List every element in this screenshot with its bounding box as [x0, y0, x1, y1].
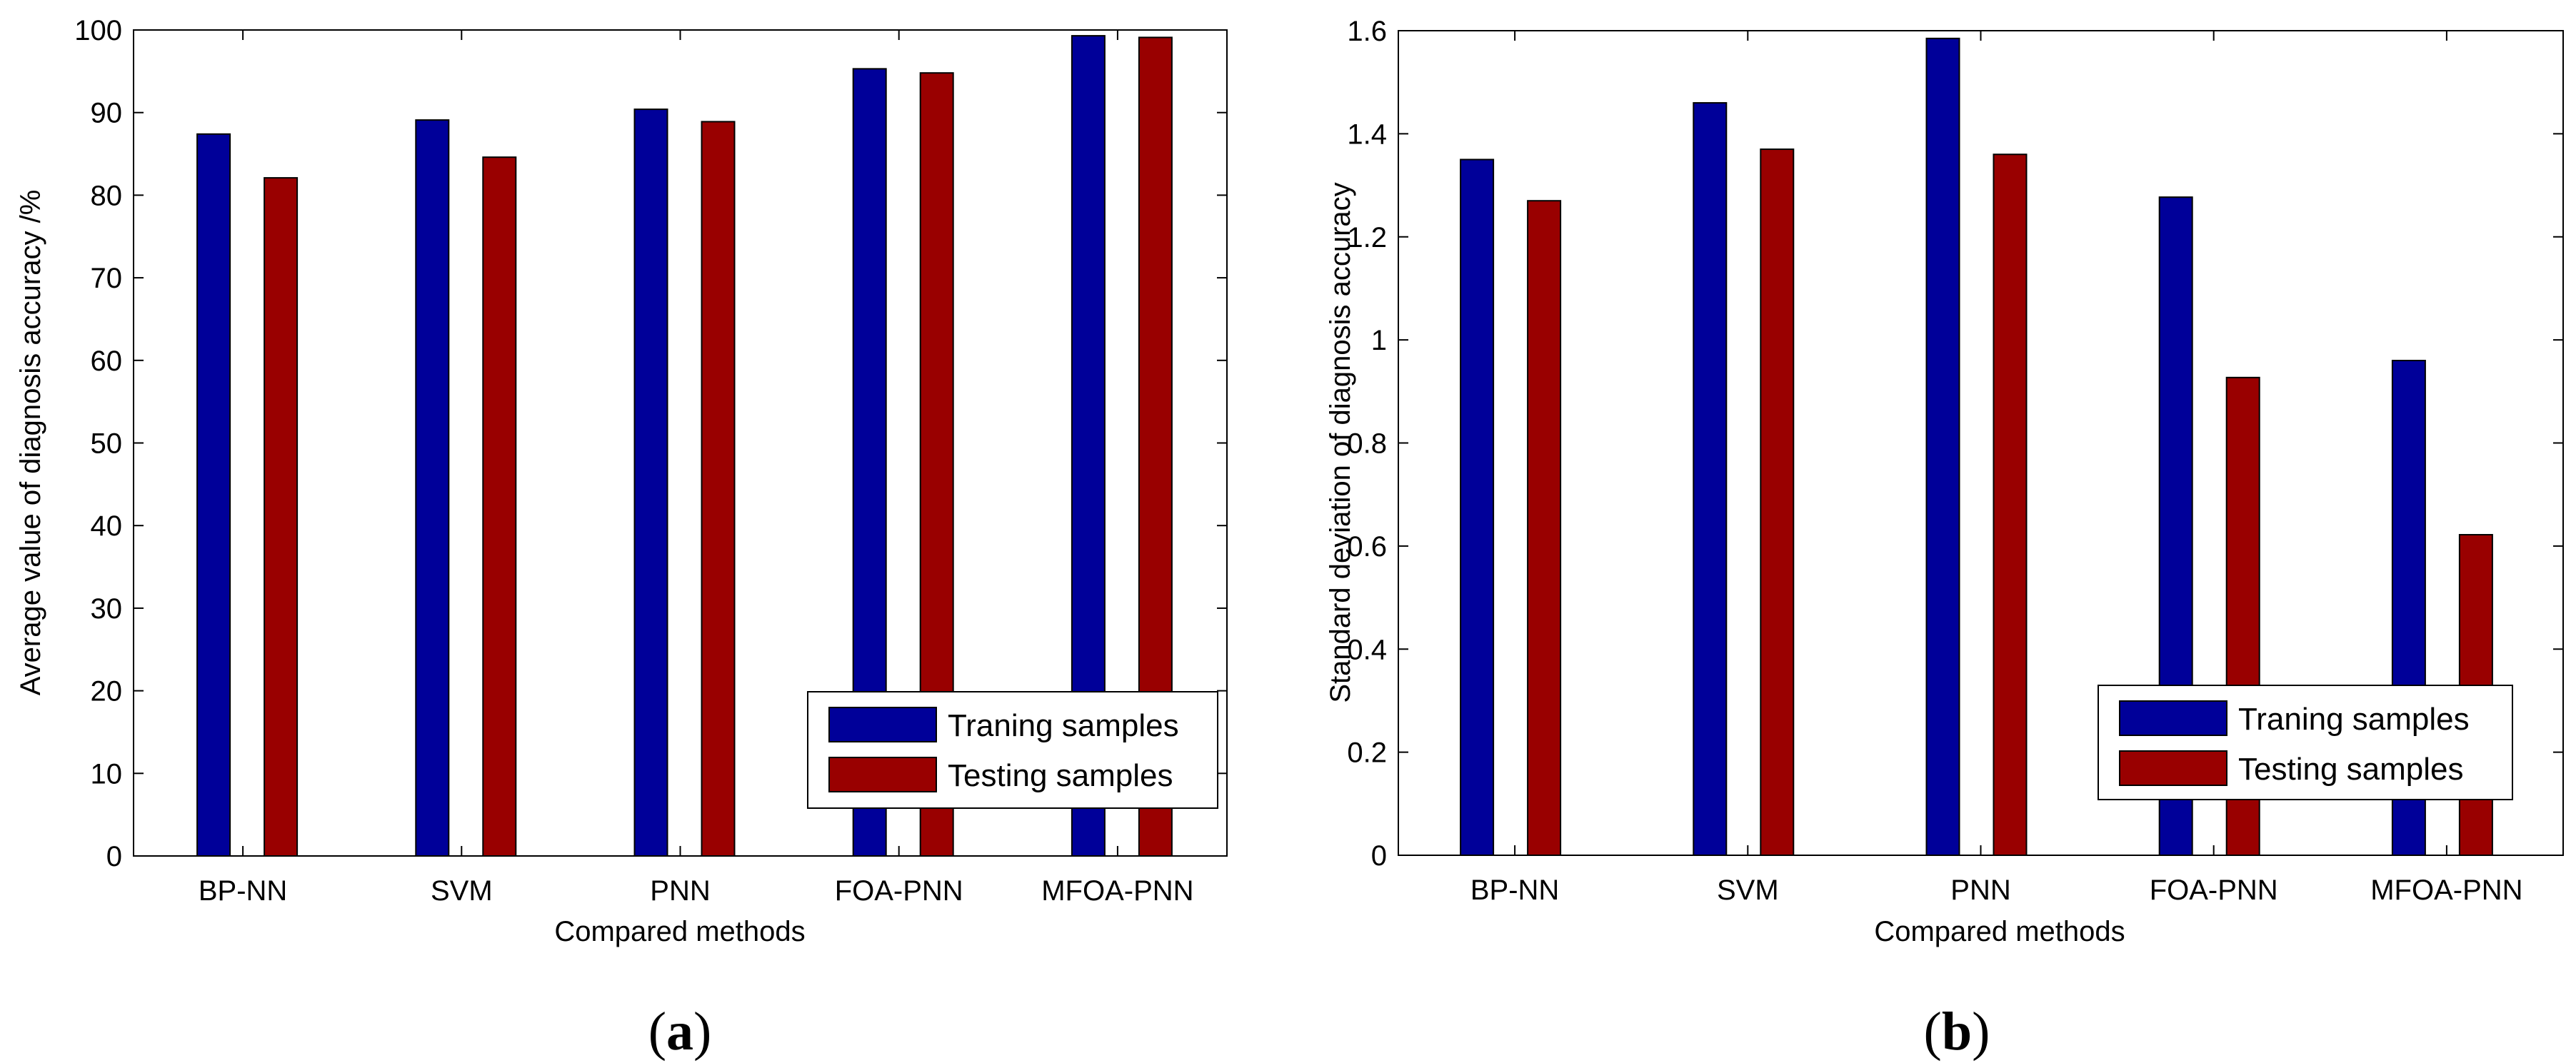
- y-tick-label: 1.4: [1347, 119, 1387, 150]
- x-tick-label-foa-pnn: FOA-PNN: [835, 875, 963, 907]
- y-tick-label: 50: [91, 428, 123, 460]
- y-tick-label: 0.4: [1347, 634, 1387, 665]
- legend: Traning samples Testing samples: [807, 691, 1218, 809]
- y-tick-label: 0.2: [1347, 737, 1387, 769]
- y-tick-label: 10: [91, 758, 123, 790]
- legend-label-testing-samples: Testing samples: [948, 758, 1173, 793]
- y-tick-label: 60: [91, 346, 123, 377]
- y-tick-label: 0.8: [1347, 428, 1387, 460]
- y-tick-label: 0: [106, 841, 122, 872]
- panel-letter: a: [666, 1002, 693, 1062]
- bar-traning-samples-pnn: [1925, 37, 1960, 856]
- y-tick-label: 0.6: [1347, 531, 1387, 563]
- bar-traning-samples-bp-nn: [196, 133, 231, 857]
- panel-label: (a): [648, 1002, 712, 1062]
- legend: Traning samples Testing samples: [2098, 685, 2513, 800]
- x-tick-label-pnn: PNN: [1950, 875, 2010, 906]
- y-tick-label: 0: [1371, 840, 1387, 872]
- x-tick-label-mfoa-pnn: MFOA-PNN: [1041, 875, 1193, 907]
- x-axis-title: Compared methods: [1874, 916, 2125, 947]
- legend-swatch-traning-samples: [828, 707, 937, 742]
- y-axis-title: Average value of diagnosis accuracy /%: [15, 190, 46, 696]
- legend-swatch-traning-samples: [2119, 700, 2227, 736]
- x-axis-title: Compared methods: [554, 916, 805, 947]
- bar-testing-samples-bp-nn: [264, 177, 299, 857]
- y-tick-label: 80: [91, 180, 123, 211]
- legend-swatch-testing-samples: [2119, 750, 2227, 786]
- chart-b-standard-deviation: 0 0.2 0.4 0.6 0.8 1 1.2 1.4 1.6 BP-NN SVM PNN FOA-PN…: [1325, 16, 2564, 1062]
- chart-a-average-accuracy: 0 10 20 30 40 50 60 70 80 90 100 BP-NN SVM PNN FOA-PNN…: [15, 15, 1228, 1062]
- legend-label-traning-samples: Traning samples: [948, 708, 1179, 743]
- panel-label: (b): [1924, 1002, 1990, 1062]
- bar-traning-samples-bp-nn: [1460, 158, 1495, 856]
- legend-label-testing-samples: Testing samples: [2238, 752, 2463, 787]
- y-tick-label: 1: [1371, 325, 1387, 356]
- x-tick-label-mfoa-pnn: MFOA-PNN: [2370, 875, 2522, 906]
- bar-testing-samples-bp-nn: [1527, 200, 1562, 856]
- y-tick-label: 30: [91, 593, 123, 625]
- y-tick-label: 90: [91, 98, 123, 129]
- bar-traning-samples-pnn: [633, 109, 668, 857]
- x-tick-label-bp-nn: BP-NN: [199, 875, 287, 907]
- legend-swatch-testing-samples: [828, 757, 937, 792]
- bar-testing-samples-svm: [1760, 148, 1795, 856]
- y-tick-label: 40: [91, 510, 123, 542]
- panel-letter: b: [1942, 1002, 1972, 1062]
- bar-traning-samples-svm: [415, 119, 450, 857]
- legend-label-traning-samples: Traning samples: [2238, 702, 2470, 737]
- x-tick-label-pnn: PNN: [650, 875, 710, 907]
- bar-testing-samples-pnn: [701, 121, 736, 857]
- x-tick-label-bp-nn: BP-NN: [1470, 875, 1559, 906]
- x-tick-label-svm: SVM: [431, 875, 493, 907]
- bar-testing-samples-svm: [482, 156, 517, 857]
- x-tick-label-foa-pnn: FOA-PNN: [2150, 875, 2278, 906]
- y-tick-label: 20: [91, 676, 123, 707]
- y-tick-label: 100: [74, 15, 122, 46]
- y-tick-label: 1.6: [1347, 16, 1387, 47]
- bar-testing-samples-pnn: [1993, 153, 2028, 856]
- y-tick-label: 70: [91, 263, 123, 294]
- bar-traning-samples-svm: [1693, 102, 1728, 856]
- y-tick-label: 1.2: [1347, 222, 1387, 253]
- y-axis-title: Standard deviation of diagnosis accuracy: [1325, 182, 1356, 702]
- x-tick-label-svm: SVM: [1717, 875, 1779, 906]
